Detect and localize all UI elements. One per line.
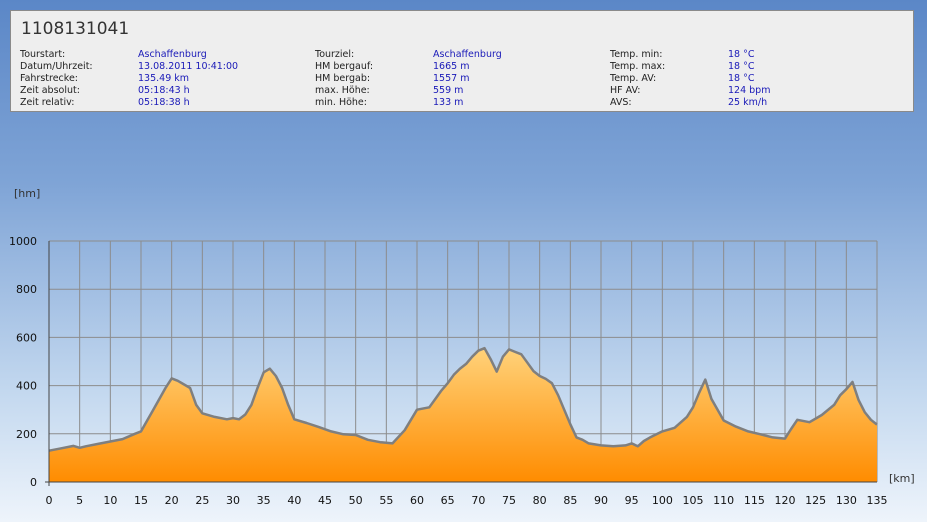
info-label: Tourziel: <box>315 49 355 60</box>
info-label: Zeit absolut: <box>20 85 80 96</box>
x-tick-label: 70 <box>471 494 485 507</box>
info-label: Fahrstrecke: <box>20 73 78 84</box>
x-tick-label: 40 <box>287 494 301 507</box>
y-axis-unit: [hm] <box>14 187 40 200</box>
info-label: HM bergab: <box>315 73 371 84</box>
x-tick-label: 55 <box>379 494 393 507</box>
x-tick-label: 25 <box>195 494 209 507</box>
elevation-line <box>48 346 878 452</box>
x-tick-label: 100 <box>652 494 673 507</box>
info-label: AVS: <box>610 97 632 108</box>
x-tick-label: 135 <box>867 494 888 507</box>
info-value: 18 °C <box>728 73 755 84</box>
info-label: Tourstart: <box>20 49 66 60</box>
tour-info-panel: 1108131041 Tourstart: Aschaffenburg Datum/… <box>10 10 914 112</box>
info-value: 05:18:38 h <box>138 97 190 108</box>
x-tick-label: 95 <box>625 494 639 507</box>
x-tick-label: 60 <box>410 494 424 507</box>
x-tick-labels: 0 5 10 15 20 25 30 35 40 45 50 55 60 65 70 75 80 85 90 95 10… <box>46 494 888 507</box>
x-tick-label: 65 <box>441 494 455 507</box>
y-tick-labels: 0 200 400 600 800 1000 <box>9 235 37 489</box>
info-value: 135.49 km <box>138 73 190 84</box>
x-tick-label: 120 <box>775 494 796 507</box>
info-label: Zeit relativ: <box>20 97 75 108</box>
x-tick-label: 130 <box>836 494 857 507</box>
info-value: 1557 m <box>433 73 470 84</box>
info-value: 1665 m <box>433 61 470 72</box>
info-label: HM bergauf: <box>315 61 374 72</box>
info-value: Aschaffenburg <box>138 49 207 60</box>
x-axis-unit: [km] <box>889 472 915 485</box>
info-value: 05:18:43 h <box>138 85 190 96</box>
info-value: 18 °C <box>728 49 755 60</box>
x-tick-label: 45 <box>318 494 332 507</box>
info-value: 124 bpm <box>728 85 771 96</box>
info-value: 133 m <box>433 97 464 108</box>
x-tick-label: 20 <box>165 494 179 507</box>
info-value: 13.08.2011 10:41:00 <box>138 61 239 72</box>
info-value: 559 m <box>433 85 464 96</box>
info-label: Temp. min: <box>610 49 663 60</box>
x-tick-label: 50 <box>349 494 363 507</box>
x-tick-label: 5 <box>76 494 83 507</box>
x-tick-label: 110 <box>713 494 734 507</box>
info-label: max. Höhe: <box>315 85 370 96</box>
x-tick-label: 115 <box>744 494 765 507</box>
x-tick-label: 90 <box>594 494 608 507</box>
y-tick-label: 0 <box>30 476 37 489</box>
x-tick-label: 30 <box>226 494 240 507</box>
info-value: Aschaffenburg <box>433 49 502 60</box>
x-tick-label: 10 <box>103 494 117 507</box>
info-value: 25 km/h <box>728 97 768 108</box>
y-tick-label: 600 <box>16 331 37 344</box>
y-tick-label: 400 <box>16 380 37 393</box>
x-tick-label: 35 <box>257 494 271 507</box>
tour-title: 1108131041 <box>21 19 130 39</box>
info-label: Datum/Uhrzeit: <box>20 61 93 72</box>
x-tick-label: 75 <box>502 494 516 507</box>
x-tick-label: 0 <box>46 494 53 507</box>
info-label: min. Höhe: <box>315 97 367 108</box>
y-tick-label: 1000 <box>9 235 37 248</box>
x-tick-label: 125 <box>805 494 826 507</box>
info-label: Temp. AV: <box>610 73 657 84</box>
y-tick-label: 200 <box>16 428 37 441</box>
info-value: 18 °C <box>728 61 755 72</box>
chart-axes <box>45 241 877 486</box>
x-tick-label: 15 <box>134 494 148 507</box>
x-tick-label: 80 <box>533 494 547 507</box>
info-label: Temp. max: <box>610 61 666 72</box>
y-tick-label: 800 <box>16 283 37 296</box>
x-tick-label: 85 <box>563 494 577 507</box>
x-tick-label: 105 <box>683 494 704 507</box>
elevation-area <box>49 348 877 482</box>
info-label: HF AV: <box>610 85 641 96</box>
